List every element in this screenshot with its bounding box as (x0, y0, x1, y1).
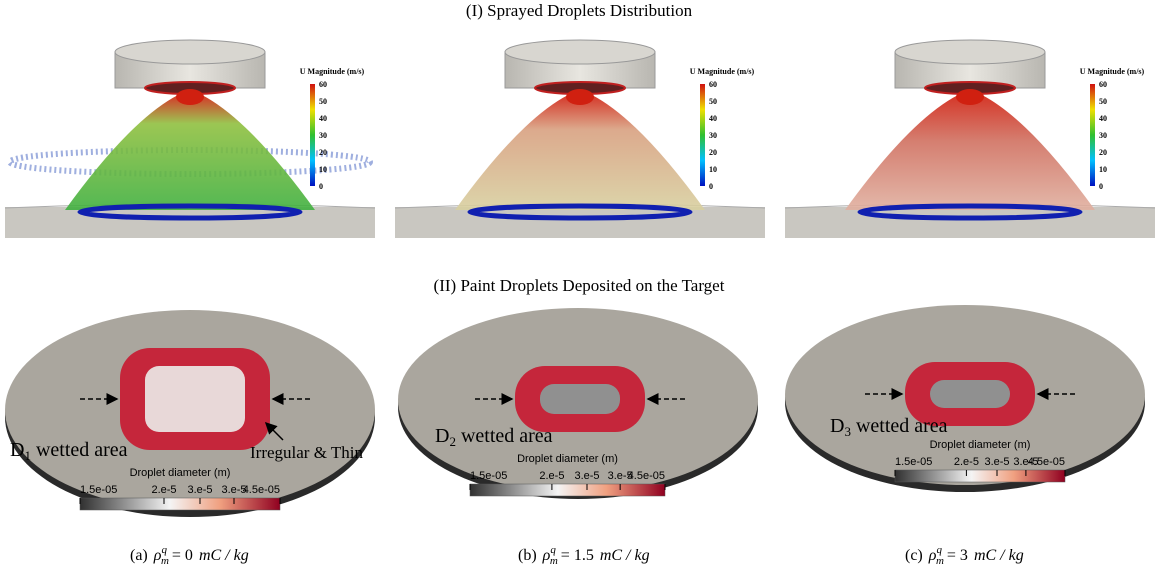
target-floor (785, 207, 1155, 238)
deposit-panel: D3 wetted area Droplet diameter (m) 1.5e-05… (785, 305, 1145, 567)
colorbar-title: Droplet diameter (m) (930, 439, 1031, 451)
target-floor (5, 207, 375, 238)
deposit-panel: D2 wetted area Droplet diameter (m) 1.5e-05… (398, 308, 758, 567)
note: Irregular & Thin (250, 443, 363, 462)
colorbar-tick: 30 (709, 131, 717, 140)
colorbar-tick: 20 (709, 148, 717, 157)
caption-tag: (a) (130, 547, 148, 564)
colorbar-tick: 40 (1099, 114, 1107, 123)
colorbar-tick: 10 (709, 165, 717, 174)
colorbar-title: U Magnitude (m/s) (300, 67, 365, 76)
colorbar-title: Droplet diameter (m) (517, 453, 618, 465)
colorbar-tick: 60 (1099, 80, 1107, 89)
figure: (I) Sprayed Droplets Distribution (II) P… (0, 0, 1159, 576)
colorbar-tick: 20 (1099, 148, 1107, 157)
colorbar-tick: 50 (1099, 97, 1107, 106)
spray-core (566, 89, 594, 105)
colorbar-tick: 0 (709, 182, 713, 191)
colorbar-tick: 10 (1099, 165, 1107, 174)
caption-sub: m (161, 555, 169, 567)
label-base: D (830, 415, 844, 437)
colorbar (895, 470, 1065, 482)
section-title: (II) Paint Droplets Deposited on the Tar… (434, 276, 725, 295)
label-text: wetted area (36, 439, 128, 461)
caption-sub: m (550, 555, 558, 567)
caption-tag: (c) (905, 547, 923, 564)
colorbar-tick: 40 (319, 114, 327, 123)
label-sub: 2 (449, 434, 456, 449)
colorbar-tick: 60 (319, 80, 327, 89)
label-sub: 1 (24, 448, 31, 463)
colorbar-title: U Magnitude (m/s) (1080, 67, 1145, 76)
wetted-inner (145, 366, 245, 432)
colorbar (80, 498, 280, 510)
colorbar-tick: 2.e-5 (954, 456, 979, 468)
colorbar-tick: 1.5e-05 (895, 456, 932, 468)
colorbar (1090, 84, 1095, 186)
colorbar-tick: 10 (319, 165, 327, 174)
colorbar-tick: 40 (709, 114, 717, 123)
colorbar-tick: 3.e-5 (574, 470, 599, 482)
colorbar-tick: 30 (1099, 131, 1107, 140)
colorbar-tick: 4.5e-05 (243, 484, 280, 496)
nozzle-top (115, 40, 265, 64)
colorbar-tick: 50 (319, 97, 327, 106)
spray-cone (455, 95, 705, 210)
deposit-panel: D1 wetted area Irregular & Thin Droplet dia… (5, 310, 375, 567)
caption-value: = 3 (947, 547, 968, 564)
colorbar-title: Droplet diameter (m) (130, 467, 231, 479)
colorbar (470, 484, 665, 496)
caption-value: = 1.5 (561, 547, 594, 564)
label-text: wetted area (856, 415, 948, 437)
caption-unit: mC / kg (199, 547, 249, 564)
colorbar-tick: 60 (709, 80, 717, 89)
colorbar-tick: 2.e-5 (151, 484, 176, 496)
colorbar (310, 84, 315, 186)
colorbar-tick: 30 (319, 131, 327, 140)
caption-unit: mC / kg (974, 547, 1024, 564)
caption-value: = 0 (172, 547, 193, 564)
label-base: D (10, 439, 24, 461)
colorbar-tick: 3.e-5 (984, 456, 1009, 468)
caption-sub: m (936, 555, 944, 567)
colorbar-tick: 4.5e-05 (1028, 456, 1065, 468)
colorbar-tick: 50 (709, 97, 717, 106)
spray-panel: U Magnitude (m/s) 60 50 40 30 20 10 0 (395, 40, 765, 238)
colorbar-tick: 4.5e-05 (628, 470, 665, 482)
label-base: D (435, 425, 449, 447)
target-floor (395, 207, 765, 238)
colorbar-tick: 2.e-5 (539, 470, 564, 482)
colorbar-tick: 20 (319, 148, 327, 157)
colorbar-tick: 0 (1099, 182, 1103, 191)
nozzle-top (505, 40, 655, 64)
label-sub: 3 (844, 424, 851, 439)
spray-panel: U Magnitude (m/s) 60 50 40 30 20 10 0 (5, 40, 375, 238)
wetted-inner (540, 384, 620, 414)
colorbar (700, 84, 705, 186)
spray-cone (845, 95, 1095, 210)
section-title: (I) Sprayed Droplets Distribution (466, 1, 693, 20)
colorbar-tick: 3.e-5 (187, 484, 212, 496)
spray-panel: U Magnitude (m/s) 60 50 40 30 20 10 0 (785, 40, 1155, 238)
colorbar-title: U Magnitude (m/s) (690, 67, 755, 76)
colorbar-tick: 1.5e-05 (470, 470, 507, 482)
nozzle-top (895, 40, 1045, 64)
colorbar-tick: 0 (319, 182, 323, 191)
spray-core (176, 89, 204, 105)
caption-tag: (b) (518, 547, 537, 564)
spray-core (956, 89, 984, 105)
colorbar-tick: 1.5e-05 (80, 484, 117, 496)
caption-unit: mC / kg (600, 547, 650, 564)
wetted-inner (930, 380, 1010, 408)
label-text: wetted area (461, 425, 553, 447)
